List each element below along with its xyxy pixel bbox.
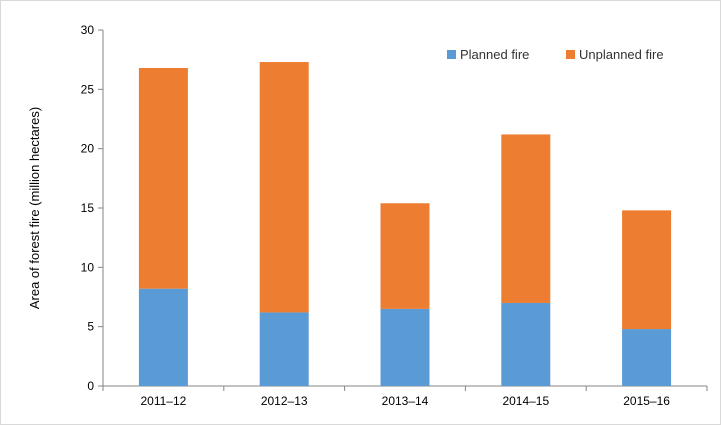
bar-group [138, 62, 672, 386]
legend-label-planned-fire: Planned fire [460, 47, 529, 62]
x-tick-label: 2014–15 [502, 394, 549, 408]
y-tick-label: 20 [81, 142, 95, 156]
bar-planned-fire [259, 312, 309, 386]
bar-unplanned-fire [138, 67, 188, 289]
bar-unplanned-fire [259, 62, 309, 313]
bar-unplanned-fire [501, 134, 551, 303]
bar-unplanned-fire [380, 203, 430, 309]
y-tick-label: 25 [81, 82, 95, 96]
y-axis-title: Area of forest fire (million hectares) [27, 107, 42, 309]
bar-planned-fire [501, 302, 551, 386]
bar-unplanned-fire [622, 210, 672, 330]
x-axis: 2011–12 2012–13 2013–14 2014–15 2015–16 [102, 385, 708, 408]
x-tick-label: 2011–12 [140, 394, 186, 408]
y-tick-label: 0 [87, 379, 94, 393]
y-tick-label: 30 [81, 23, 95, 37]
bar-planned-fire [622, 329, 672, 386]
y-tick-label: 5 [87, 320, 94, 334]
x-tick-label: 2012–13 [261, 394, 308, 408]
x-tick-label: 2015–16 [623, 394, 670, 408]
y-axis: 0 5 10 15 20 25 30 Area of forest fire (millio… [27, 23, 104, 393]
y-tick-label: 15 [81, 201, 95, 215]
y-tick-label: 10 [81, 260, 95, 274]
legend-label-unplanned-fire: Unplanned fire [579, 47, 664, 62]
x-tick-label: 2013–14 [382, 394, 429, 408]
bar-planned-fire [138, 288, 188, 386]
legend: Planned fire Unplanned fire [447, 47, 664, 62]
bar-planned-fire [380, 308, 430, 386]
legend-swatch-unplanned-fire [566, 50, 575, 59]
x-tick-group: 2011–12 2012–13 2013–14 2014–15 2015–16 [102, 386, 708, 408]
legend-swatch-planned-fire [447, 50, 456, 59]
y-tick-group: 0 5 10 15 20 25 30 [81, 23, 103, 393]
